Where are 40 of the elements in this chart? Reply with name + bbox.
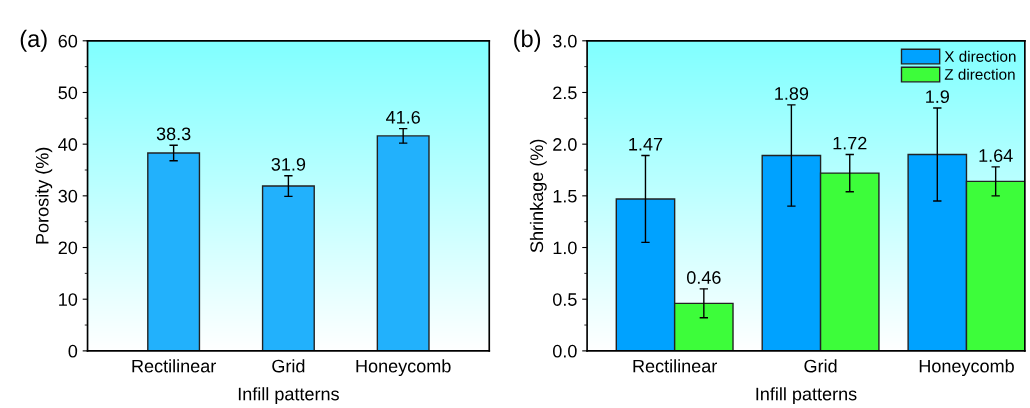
y-tick-label: 0 [68, 344, 78, 358]
y-tick-label: 0.5 [552, 293, 577, 306]
y-tick-label: 1.0 [553, 241, 577, 255]
data-label: 41.6 [386, 110, 420, 124]
legend-label: X direction [944, 50, 1016, 62]
y-tick-label: 40 [58, 138, 78, 151]
data-label: 38.3 [156, 127, 191, 141]
y-tick-label: 60 [58, 34, 78, 48]
legend-label: Z direction [944, 68, 1015, 80]
y-tick-label: 2.5 [553, 86, 577, 100]
x-tick-label: Grid [804, 359, 837, 373]
data-label: 0.46 [686, 271, 721, 284]
bar [261, 185, 315, 351]
chart-title: (a) [20, 29, 47, 52]
data-label: 1.89 [775, 87, 809, 100]
x-tick-label: Honeycomb [919, 359, 1014, 377]
data-label: 1.64 [979, 149, 1013, 162]
y-tick-label: 2.0 [553, 138, 577, 151]
bar [147, 152, 201, 351]
x-tick-label: Grid [272, 359, 305, 373]
y-tick-label: 30 [58, 189, 78, 203]
x-axis-title: Infill patterns [756, 387, 857, 404]
x-tick-label: Rectilinear [132, 359, 216, 373]
x-axis-title: Infill patterns [238, 387, 339, 404]
data-label: 1.9 [926, 90, 949, 104]
bar [376, 135, 430, 351]
y-tick-label: 50 [58, 86, 78, 100]
data-label: 1.72 [833, 136, 867, 150]
x-tick-label: Honeycomb [356, 359, 451, 377]
data-label: 1.47 [629, 137, 663, 151]
data-label: 31.9 [271, 157, 306, 171]
y-tick-label: 3.0 [552, 34, 577, 48]
y-tick-label: 20 [58, 241, 78, 255]
y-tick-label: 1.5 [553, 189, 577, 203]
x-tick-label: Rectilinear [633, 359, 717, 373]
y-tick-label: 0.0 [552, 344, 577, 358]
y-tick-label: 10 [59, 293, 78, 306]
y-axis-title: Porosity (%) [35, 147, 53, 244]
y-axis-title: Shrinkage (%) [529, 139, 547, 253]
chart-title: (b) [514, 29, 541, 52]
